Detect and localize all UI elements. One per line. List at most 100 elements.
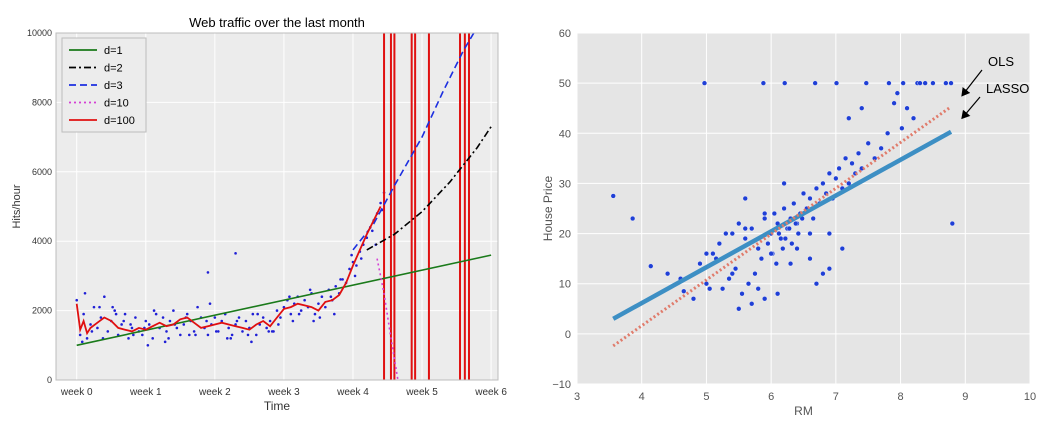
chart1-scatter-point <box>85 337 89 340</box>
chart2-scatter-point <box>807 230 813 237</box>
chart1-scatter-point <box>114 312 118 316</box>
chart1-scatter-point <box>82 312 85 316</box>
chart1-scatter-point <box>359 257 363 260</box>
chart1-scatter-point <box>96 326 99 330</box>
chart1-scatter-point <box>229 337 233 340</box>
chart1-plot-area <box>75 33 492 380</box>
chart1-y-tick-label: 0 <box>47 375 52 385</box>
chart1-scatter-point <box>333 312 336 316</box>
chart2-scatter-point <box>812 80 818 86</box>
chart1-scatter-point <box>241 330 244 333</box>
chart2-x-tick-label: 8 <box>898 391 904 403</box>
chart1-scatter-point <box>348 267 351 271</box>
chart1-scatter-point <box>129 323 132 326</box>
chart1-scatter-point <box>147 323 151 326</box>
chart1-scatter-point <box>132 333 135 337</box>
chart2-scatter-point <box>922 80 928 86</box>
chart2-scatter-point <box>726 276 732 282</box>
chart1-scatter-point <box>182 323 186 326</box>
chart2-scatter-point <box>723 230 729 237</box>
chart2-y-tick-label: 40 <box>559 128 571 140</box>
chart2-x-tick-label: 4 <box>639 391 645 403</box>
chart2-scatter-point <box>885 130 891 136</box>
chart1-scatter-point <box>246 333 250 337</box>
chart2-y-tick-label: −10 <box>552 379 571 391</box>
chart1-scatter-point <box>83 291 87 295</box>
chart2-scatter-point <box>610 193 616 199</box>
chart2-scatter-point <box>762 296 768 302</box>
chart1-scatter-point <box>288 295 291 299</box>
chart1-scatter-point <box>220 319 224 323</box>
chart2-scatter-point <box>781 205 787 212</box>
chart1-scatter-point <box>187 333 191 337</box>
chart2-scatter-point <box>681 288 687 294</box>
chart2-y-tick-label: 20 <box>559 229 571 241</box>
chart1-scatter-point <box>291 319 295 323</box>
chart1-y-axis-label: Hits/hour <box>11 184 23 228</box>
chart2-y-tick-label: 50 <box>559 78 571 90</box>
chart2-scatter-point <box>720 286 726 292</box>
chart2-scatter-point <box>813 281 820 287</box>
chart2-scatter-point <box>863 80 869 86</box>
chart1-scatter-point <box>90 330 94 333</box>
chart1-scatter-point <box>341 278 344 281</box>
chart1-scatter-point <box>168 319 172 323</box>
chart1-scatter-point <box>151 337 154 340</box>
chart1-scatter-point <box>106 330 110 333</box>
chart2-y-tick-label: 10 <box>559 279 571 291</box>
chart2-scatter-point <box>904 105 910 111</box>
chart2-scatter-point <box>846 115 852 121</box>
chart2-scatter-point <box>752 271 758 277</box>
chart2-scatter-point <box>742 225 748 232</box>
chart1-x-tick-label: week 4 <box>336 387 369 398</box>
chart1-scatter-point <box>320 295 324 299</box>
chart1-y-tick-label: 4000 <box>32 236 52 246</box>
chart1-x-tick-label: week 2 <box>198 387 231 398</box>
chart2-scatter-point <box>781 180 787 187</box>
chart1-scatter-point <box>379 201 382 205</box>
chart1-scatter-point <box>267 330 271 333</box>
chart1-scatter-point <box>227 326 230 330</box>
chart2-scatter-point <box>755 286 761 292</box>
chart2-plot-background <box>577 33 1030 384</box>
chart2-scatter-point <box>794 246 800 252</box>
chart1-scatter-point <box>172 309 175 312</box>
chart1-scatter-point <box>141 333 144 337</box>
chart1-scatter-point <box>299 309 303 312</box>
chart2-scatter-point <box>732 266 739 272</box>
chart2-scatter-point <box>886 80 892 86</box>
chart2-scatter-point <box>807 256 813 262</box>
chart2-scatter-point <box>736 220 742 227</box>
chart2-scatter-point <box>943 80 949 86</box>
chart2-scatter-point <box>800 190 807 197</box>
chart1-scatter-point <box>268 319 272 323</box>
chart2-scatter-point <box>949 220 955 227</box>
chart2-scatter-point <box>826 170 832 177</box>
chart2-scatter-point <box>648 263 654 269</box>
chart1-scatter-point <box>206 271 210 274</box>
chart2-scatter-point <box>859 105 865 111</box>
chart2-scatter-point <box>836 165 842 171</box>
chart2-plot-area <box>610 80 955 348</box>
chart2-x-tick-label: 9 <box>962 391 968 403</box>
chart1-scatter-point <box>350 253 353 257</box>
chart1-legend-label: d=100 <box>104 115 135 127</box>
chart1-series-line-d100 <box>75 206 382 336</box>
chart2-scatter-point <box>664 271 671 277</box>
chart1-scatter-point <box>317 302 320 305</box>
chart2-x-tick-label: 10 <box>1024 391 1036 403</box>
chart1-scatter-point <box>208 302 212 305</box>
chart1-scatter-point <box>122 319 125 323</box>
chart1-scatter-point <box>98 305 101 309</box>
chart2-scatter-point <box>820 180 826 187</box>
chart1-series-line-d3 <box>352 33 475 251</box>
chart1-scatter-point <box>251 312 255 316</box>
chart2-scatter-point <box>930 80 936 86</box>
chart1-scatter-point <box>216 330 220 333</box>
chart2-scatter-point <box>793 220 799 227</box>
chart2-scatter-point <box>773 261 779 267</box>
chart1-scatter-point <box>185 312 189 316</box>
chart1-scatter-point <box>92 305 96 309</box>
chart1-scatter-point <box>103 295 106 299</box>
